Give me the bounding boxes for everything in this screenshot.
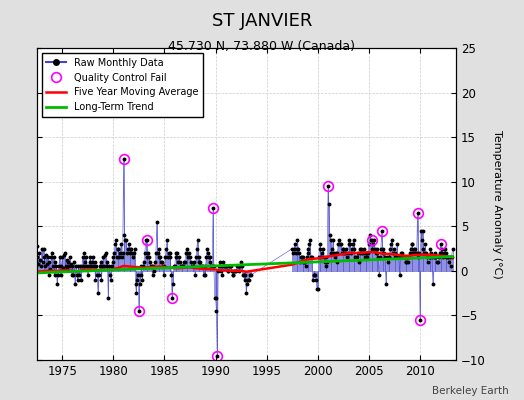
Legend: Raw Monthly Data, Quality Control Fail, Five Year Moving Average, Long-Term Tren: Raw Monthly Data, Quality Control Fail, … <box>41 53 203 117</box>
Text: Berkeley Earth: Berkeley Earth <box>432 386 508 396</box>
Text: ST JANVIER: ST JANVIER <box>212 12 312 30</box>
Text: 45.730 N, 73.880 W (Canada): 45.730 N, 73.880 W (Canada) <box>169 40 355 53</box>
Y-axis label: Temperature Anomaly (°C): Temperature Anomaly (°C) <box>492 130 502 278</box>
